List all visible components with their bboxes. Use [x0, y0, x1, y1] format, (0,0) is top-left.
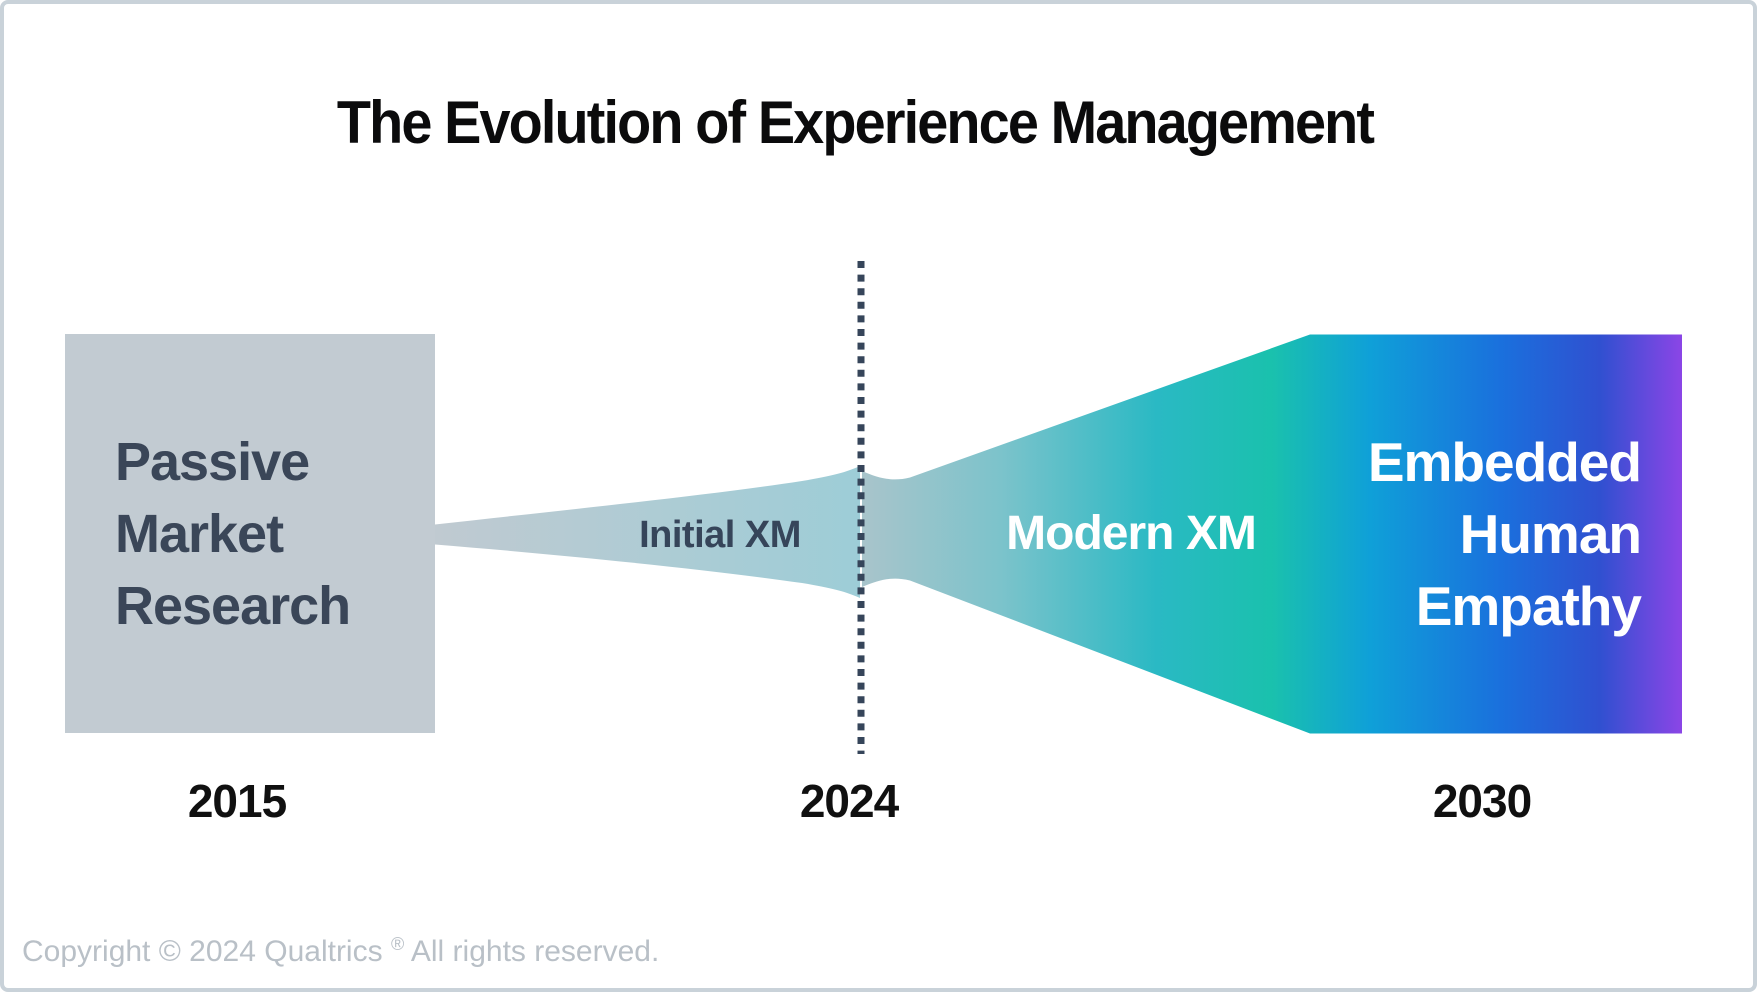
passive-line-3: Research [115, 575, 351, 636]
stage-passive-market-research-label: Passive Market Research [65, 334, 435, 733]
page-title: The Evolution of Experience Management [336, 89, 1375, 156]
embedded-line-1: Embedded [1367, 431, 1642, 493]
passive-market-research-box [65, 334, 435, 733]
stage-initial-xm-label: Initial XM [639, 514, 801, 556]
embedded-line-3: Empathy [1415, 575, 1642, 637]
passive-line-1: Passive [115, 431, 310, 492]
embedded-line-2: Human [1459, 503, 1642, 565]
initial-xm-funnel-shape [435, 466, 860, 598]
copyright-notice: Copyright © 2024 Qualtrics ® All rights … [22, 934, 659, 969]
copyright-suffix: All rights reserved. [404, 935, 660, 968]
timeline-shapes [65, 261, 1682, 754]
year-label-2030: 2030 [1432, 775, 1532, 827]
stage-embedded-human-empathy-label: Embedded Human Empathy [1204, 334, 1642, 734]
registered-trademark-symbol: ® [390, 934, 405, 954]
modern-xm-flow-shape [862, 334, 1682, 734]
passive-line-2: Market [115, 503, 284, 564]
stage-modern-xm-label: Modern XM [1006, 507, 1257, 560]
copyright-prefix: Copyright © 2024 Qualtrics [22, 935, 391, 968]
year-label-2015: 2015 [187, 775, 287, 827]
year-label-2024: 2024 [799, 775, 899, 827]
